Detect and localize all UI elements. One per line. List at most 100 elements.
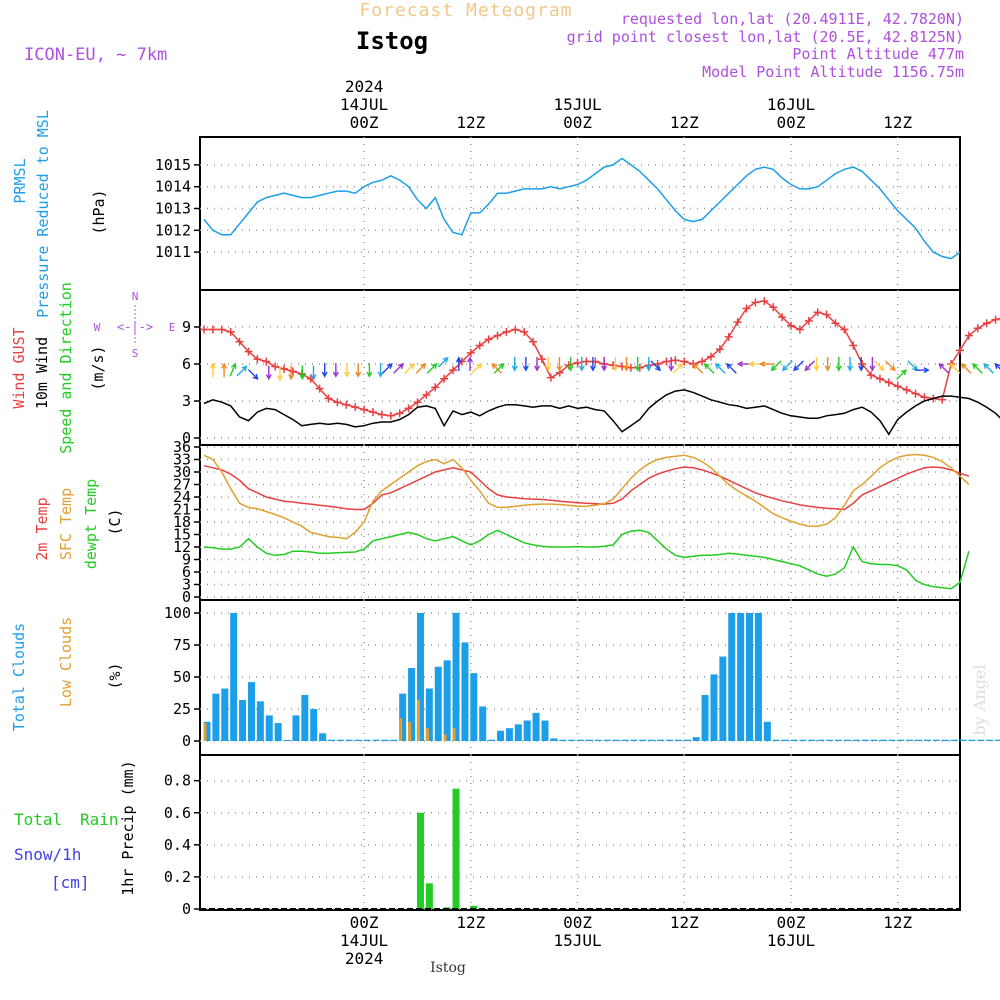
total-cloud-bar xyxy=(665,739,673,741)
wind-arrow xyxy=(493,363,505,374)
temp-tick-label: 0 xyxy=(182,588,191,606)
total-cloud-bar xyxy=(408,668,416,741)
wind-arrowhead xyxy=(567,365,574,372)
gust-marker xyxy=(742,304,751,313)
temp-tick-label: 9 xyxy=(182,551,191,569)
total-cloud-bar xyxy=(505,728,513,741)
pressure-axis-label: (hPa) xyxy=(90,189,108,234)
total-cloud-bar xyxy=(328,739,336,741)
total-cloud-bar xyxy=(372,739,380,741)
wind-tick-label: 9 xyxy=(182,318,191,336)
wind-arrow xyxy=(950,363,961,374)
temp-axis-label: (C) xyxy=(106,508,124,535)
rain-bar xyxy=(425,883,433,909)
gust-marker xyxy=(324,394,333,403)
total-cloud-bar xyxy=(701,694,709,741)
precip-tick-label: 0.8 xyxy=(164,772,191,790)
wind-arrowhead xyxy=(355,371,362,378)
total-cloud-bar xyxy=(959,739,967,741)
wind-arrow xyxy=(236,365,247,377)
total-cloud-bar xyxy=(870,739,878,741)
wind-arrowhead xyxy=(770,365,777,372)
gust-marker xyxy=(653,360,662,368)
gust-marker xyxy=(884,378,893,387)
wind-arrowhead xyxy=(511,365,518,372)
gust-marker xyxy=(893,382,902,391)
wind-arrowhead xyxy=(431,362,438,369)
wind-arrowhead xyxy=(900,369,907,376)
low-cloud-bar xyxy=(203,723,207,741)
wind-arrow xyxy=(938,363,950,374)
wind-arrowhead xyxy=(736,360,743,368)
wind-arrowhead xyxy=(612,365,619,372)
precip-rain-label: Rain xyxy=(80,810,119,829)
wind-arrowhead xyxy=(971,362,978,369)
wind-arrowhead xyxy=(377,371,384,378)
total-cloud-bar xyxy=(221,688,229,741)
top-time-label: 12Z xyxy=(456,113,485,132)
temp-tick-label: 21 xyxy=(173,501,191,519)
wind-arrowhead xyxy=(634,365,641,372)
gust-marker xyxy=(226,327,235,336)
wind-arrowhead xyxy=(230,362,237,370)
gust-marker xyxy=(831,319,840,328)
gust-marker xyxy=(724,332,733,341)
wind-arrowhead xyxy=(668,365,675,372)
wind-arrowhead xyxy=(726,362,733,369)
total-cloud-bar xyxy=(639,739,647,741)
wind-arrowhead xyxy=(938,362,945,369)
total-cloud-bar xyxy=(550,738,558,741)
gust-marker xyxy=(368,408,377,417)
total-cloud-bar xyxy=(674,739,682,741)
clouds-tick-label: 75 xyxy=(173,636,191,654)
wind-arrowhead xyxy=(265,374,272,381)
clouds-tick-label: 50 xyxy=(173,668,191,686)
gust-marker xyxy=(529,337,538,346)
gust-marker xyxy=(413,398,422,407)
gust-marker xyxy=(511,325,520,334)
wind-arrowhead xyxy=(522,365,529,372)
wind-arrow xyxy=(229,363,236,377)
total-cloud-bar xyxy=(915,739,923,741)
wind-arrowhead xyxy=(703,362,710,369)
wind-arrow xyxy=(471,363,482,374)
precip-tick-label: 0.6 xyxy=(164,804,191,822)
gust-marker xyxy=(698,357,707,366)
wind-arrowhead xyxy=(824,365,831,372)
total-cloud-bar xyxy=(559,739,567,741)
total-cloud-bar xyxy=(310,709,318,741)
wind-arrowhead xyxy=(835,365,842,372)
wind-arrowhead xyxy=(714,362,721,369)
pressure-tick-label: 1012 xyxy=(155,221,191,239)
wind-arrowhead xyxy=(556,365,563,372)
wind-arrowhead xyxy=(442,356,449,363)
panel-frames xyxy=(199,136,961,911)
wind-arrowhead xyxy=(209,362,216,369)
total-cloud-bar xyxy=(336,739,344,741)
total-cloud-bar xyxy=(239,700,247,741)
total-cloud-bar xyxy=(568,739,576,741)
total-cloud-bar xyxy=(968,739,976,741)
precip-tick-label: 0 xyxy=(182,900,191,918)
gust-marker xyxy=(386,411,395,420)
wind-arrow xyxy=(907,360,918,371)
wind-arrowhead xyxy=(847,365,854,372)
wind-axis-label: 10m Wind xyxy=(33,337,51,409)
gust-marker xyxy=(778,313,787,322)
bottom-time-label: 12Z xyxy=(883,913,912,932)
compass-n: N xyxy=(132,290,139,303)
top-time-label: 00Z xyxy=(350,113,379,132)
clouds-tick-label: 0 xyxy=(182,732,191,750)
wind-arrowhead xyxy=(655,365,662,372)
wind-arrow xyxy=(972,363,983,374)
gust-marker xyxy=(760,297,769,306)
wind-arrowhead xyxy=(455,356,462,363)
temp-2m-line xyxy=(203,465,970,511)
bottom-time-label: 00Z xyxy=(563,913,592,932)
total-cloud-bar xyxy=(621,739,629,741)
wind-arrowhead xyxy=(466,356,473,363)
wind-arrow xyxy=(885,360,896,371)
